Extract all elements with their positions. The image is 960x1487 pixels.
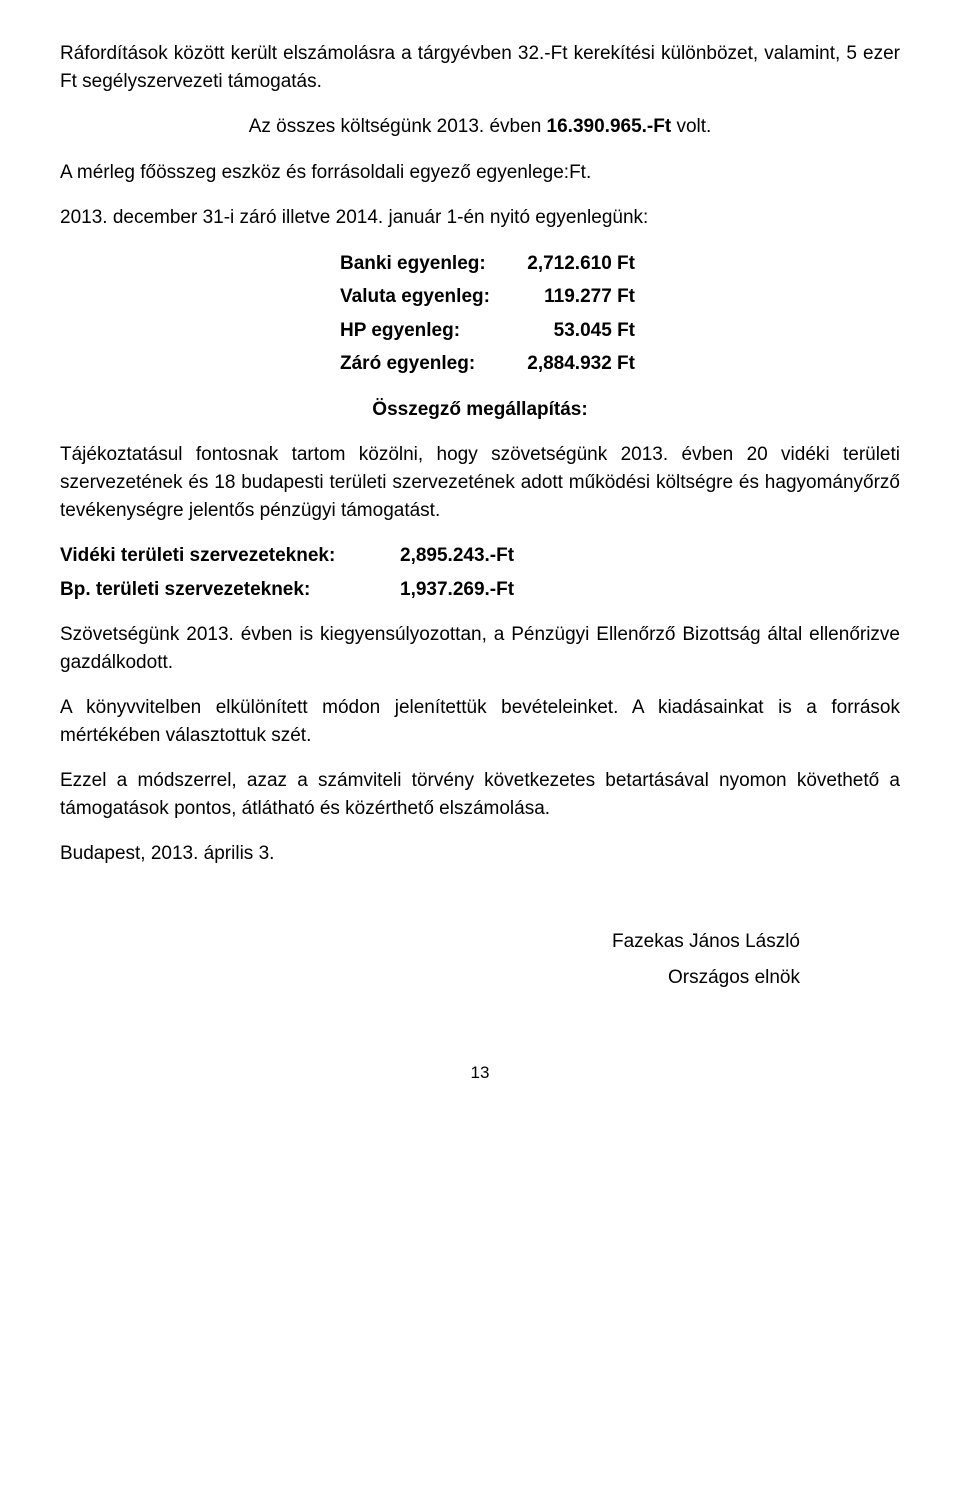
signature-name: Fazekas János László	[60, 928, 800, 956]
balance-value: 2,884.932 Ft	[515, 350, 635, 378]
signature-block: Fazekas János László Országos elnök	[60, 928, 900, 991]
paragraph-total-cost: Az összes költségünk 2013. évben 16.390.…	[60, 113, 900, 141]
balance-value: 119.277 Ft	[515, 283, 635, 311]
balance-label: Valuta egyenleg:	[340, 283, 515, 311]
balance-row: Banki egyenleg: 2,712.610 Ft	[340, 250, 900, 278]
summary-row: Bp. területi szervezeteknek: 1,937.269.-…	[60, 576, 900, 604]
balance-row: Valuta egyenleg: 119.277 Ft	[340, 283, 900, 311]
date-line: Budapest, 2013. április 3.	[60, 840, 900, 868]
balance-label: Záró egyenleg:	[340, 350, 515, 378]
signature-title: Országos elnök	[60, 964, 800, 992]
summary-list: Vidéki területi szervezeteknek: 2,895.24…	[60, 542, 900, 603]
balance-value: 2,712.610 Ft	[515, 250, 635, 278]
paragraph: A könyvvitelben elkülönített módon jelen…	[60, 694, 900, 749]
balance-value: 53.045 Ft	[515, 317, 635, 345]
summary-value: 2,895.243.-Ft	[400, 542, 550, 570]
paragraph: 2013. december 31-i záró illetve 2014. j…	[60, 204, 900, 232]
balance-label: Banki egyenleg:	[340, 250, 515, 278]
paragraph: A mérleg főösszeg eszköz és forrásoldali…	[60, 159, 900, 187]
text: volt.	[671, 116, 711, 137]
page-number: 13	[60, 1061, 900, 1086]
balance-row: HP egyenleg: 53.045 Ft	[340, 317, 900, 345]
paragraph: Szövetségünk 2013. évben is kiegyensúlyo…	[60, 621, 900, 676]
balance-row: Záró egyenleg: 2,884.932 Ft	[340, 350, 900, 378]
summary-row: Vidéki területi szervezeteknek: 2,895.24…	[60, 542, 900, 570]
paragraph: Tájékoztatásul fontosnak tartom közölni,…	[60, 441, 900, 524]
summary-label: Vidéki területi szervezeteknek:	[60, 542, 400, 570]
amount-bold: 16.390.965.-Ft	[547, 116, 672, 137]
text-bold: Összegző megállapítás:	[372, 399, 587, 420]
balance-list: Banki egyenleg: 2,712.610 Ft Valuta egye…	[60, 250, 900, 378]
balance-label: HP egyenleg:	[340, 317, 515, 345]
summary-label: Bp. területi szervezeteknek:	[60, 576, 400, 604]
paragraph: Ezzel a módszerrel, azaz a számviteli tö…	[60, 767, 900, 822]
paragraph: Ráfordítások között került elszámolásra …	[60, 40, 900, 95]
summary-heading: Összegző megállapítás:	[60, 396, 900, 424]
summary-value: 1,937.269.-Ft	[400, 576, 550, 604]
text: Az összes költségünk 2013. évben	[249, 116, 547, 137]
